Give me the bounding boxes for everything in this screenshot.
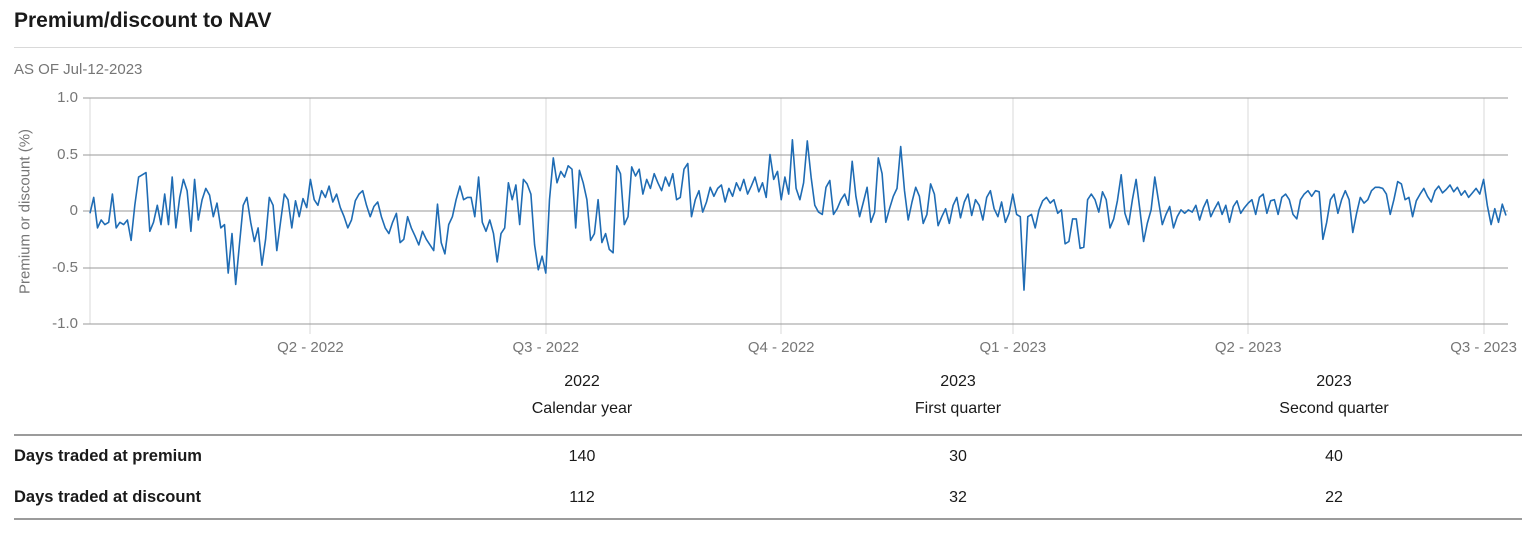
col-header-year: 2022 bbox=[564, 373, 600, 390]
page-title: Premium/discount to NAV bbox=[14, 9, 272, 32]
col-header-period: Second quarter bbox=[1279, 400, 1389, 417]
stats-table-body: Days traded at premium 140 30 40 Days traded… bbox=[14, 435, 1522, 519]
x-tick-label: Q4 - 2022 bbox=[747, 339, 815, 356]
y-tick-label: 0.5 bbox=[57, 145, 78, 163]
table-col-header: 2022 Calendar year bbox=[394, 362, 770, 435]
cell-value: 30 bbox=[949, 447, 967, 465]
x-tick-label: Q2 - 2022 bbox=[277, 339, 344, 356]
x-tick-label: Q1 - 2023 bbox=[979, 339, 1047, 356]
y-tick-label: 0 bbox=[69, 202, 78, 219]
table-col-header: 2023 Second quarter bbox=[1146, 362, 1522, 435]
y-tick-label: -1.0 bbox=[52, 315, 78, 332]
as-of-date: AS OF Jul-12-2023 bbox=[14, 61, 143, 78]
chart-line bbox=[89, 139, 1507, 291]
row-label: Days traded at discount bbox=[14, 488, 202, 506]
col-header-period: Calendar year bbox=[531, 400, 633, 417]
table-col-header: 2023 First quarter bbox=[770, 362, 1146, 435]
y-tick-label: -0.5 bbox=[52, 258, 78, 276]
cell-value: 32 bbox=[949, 488, 967, 506]
x-tick-label: Q2 - 2023 bbox=[1214, 339, 1282, 356]
col-header-year: 2023 bbox=[940, 373, 976, 390]
title-divider bbox=[14, 47, 1522, 48]
table-corner bbox=[14, 362, 394, 435]
row-label: Days traded at premium bbox=[14, 447, 202, 465]
stats-table: 2022 Calendar year 2023 First quarter 2023 Se… bbox=[14, 362, 1522, 520]
x-tick-label: Q3 - 2023 bbox=[1450, 339, 1517, 356]
x-tick-label: Q3 - 2022 bbox=[512, 339, 580, 356]
stats-table-header: 2022 Calendar year 2023 First quarter 2023 Se… bbox=[14, 362, 1522, 435]
y-tick-label: 1.0 bbox=[57, 89, 78, 106]
table-row: Days traded at premium 140 30 40 bbox=[14, 435, 1522, 477]
col-header-period: First quarter bbox=[914, 400, 1002, 417]
cell-value: 40 bbox=[1325, 447, 1343, 465]
cell-value: 140 bbox=[568, 447, 596, 465]
table-row: Days traded at discount 112 32 22 bbox=[14, 477, 1522, 519]
col-header-year: 2023 bbox=[1316, 373, 1352, 390]
cell-value: 112 bbox=[569, 488, 595, 506]
cell-value: 22 bbox=[1325, 488, 1343, 506]
